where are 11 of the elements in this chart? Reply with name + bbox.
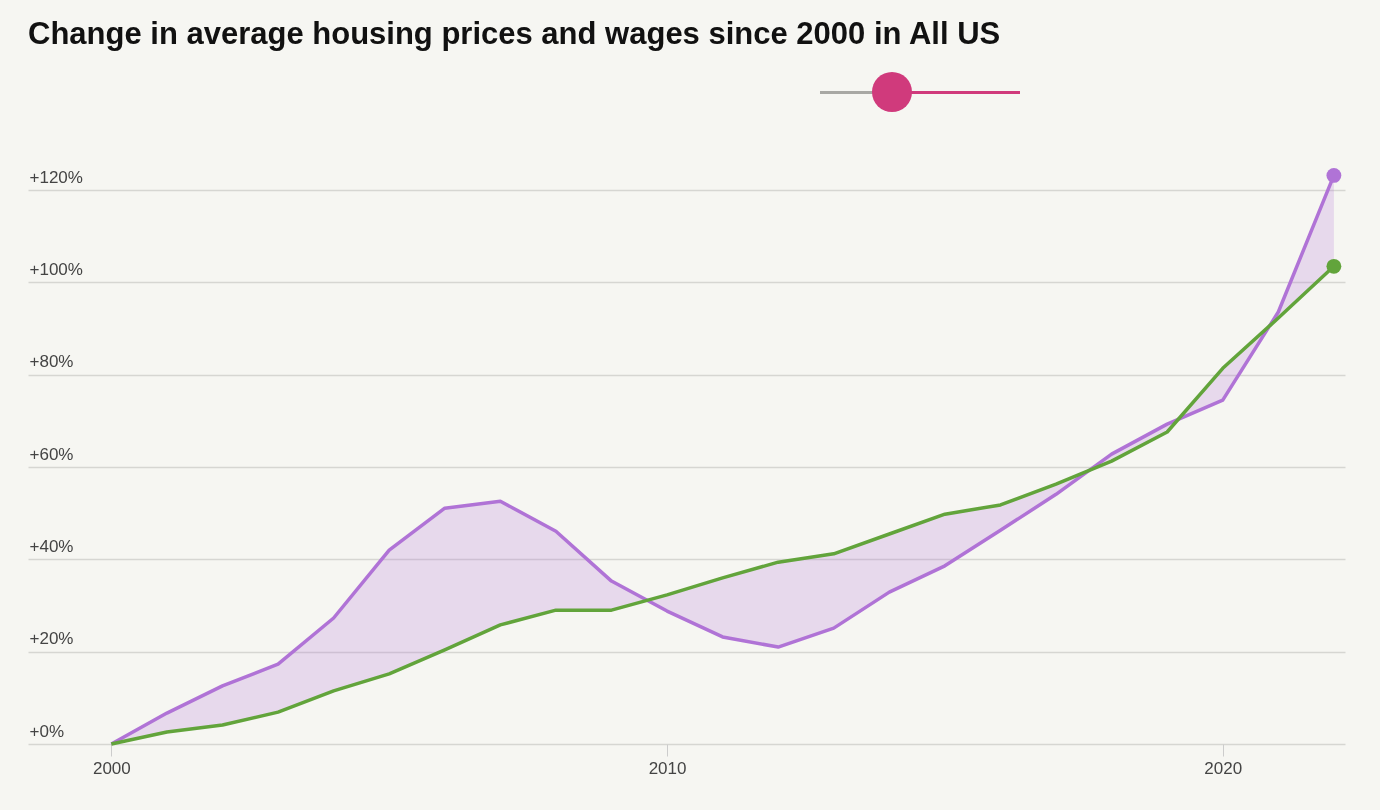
y-tick-label: +100%	[29, 259, 83, 279]
y-tick-label: +40%	[29, 536, 74, 556]
y-tick-label: +20%	[29, 629, 74, 649]
y-tick-label: +60%	[29, 444, 74, 464]
chart-title: Change in average housing prices and wages since 2000 in All US	[28, 16, 1001, 52]
y-tick-label: +80%	[29, 352, 74, 372]
x-tick-label: 2000	[92, 758, 131, 778]
x-tick-label: 2010	[648, 758, 687, 778]
y-tick-label: +120%	[29, 167, 83, 187]
x-tick-label: 2020	[1204, 758, 1243, 778]
y-tick-label: +0%	[29, 721, 64, 741]
